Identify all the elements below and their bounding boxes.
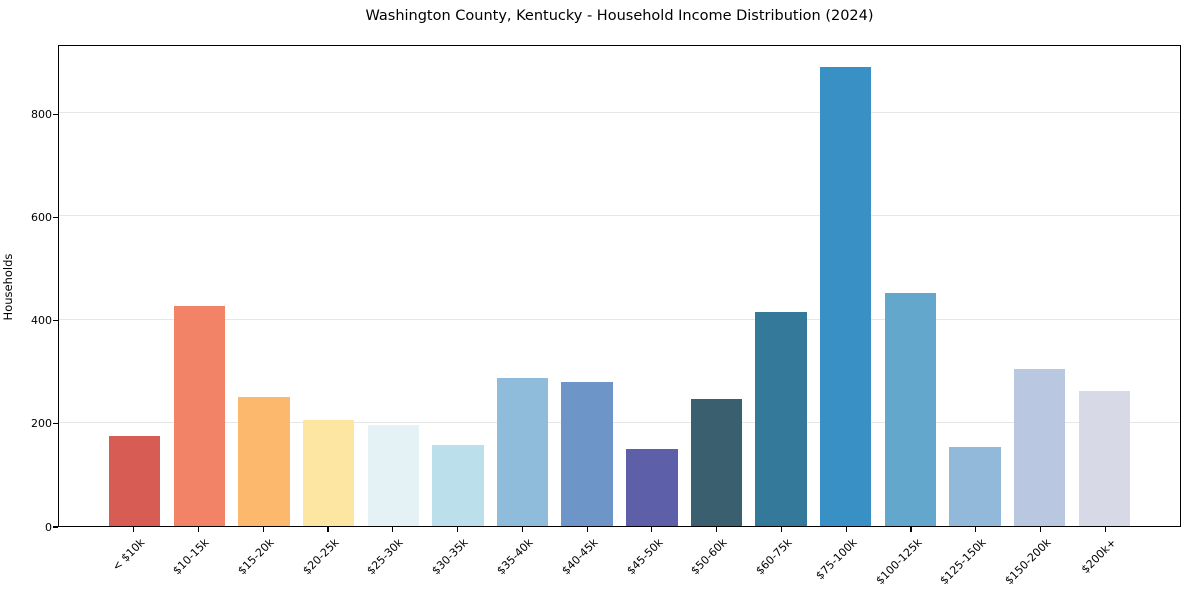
x-tick-label-text: $75-100k	[813, 536, 860, 583]
gridline-600	[59, 215, 1180, 217]
x-tick-label-text: $100-125k	[873, 536, 925, 588]
x-tick-mark	[262, 527, 264, 532]
bar-$200k+	[1078, 391, 1130, 526]
bar-$150-200k	[1013, 368, 1066, 526]
x-tick-mark	[716, 527, 718, 532]
x-tick-label-text: $10-15k	[170, 536, 212, 578]
x-tick-label-text: $20-25k	[299, 536, 342, 578]
bar-$50-60k	[690, 399, 743, 526]
x-tick-label-text: $150-200k	[1002, 536, 1054, 588]
x-tick-label-text: $25-30k	[364, 536, 406, 578]
y-tick-label-200: 200	[31, 417, 52, 431]
x-tick-mark	[651, 527, 653, 532]
x-tick-mark	[392, 527, 394, 532]
x-tick-label-text: $50-60k	[688, 536, 730, 578]
x-tick-mark	[133, 527, 135, 532]
gridline-400	[59, 318, 1180, 320]
x-tick-label-text: $45-50k	[623, 536, 666, 578]
x-tick-mark	[586, 527, 588, 532]
bar-$125-150k	[949, 447, 1001, 526]
bar-$35-40k	[496, 377, 549, 526]
x-tick-label-text: $60-75k	[753, 536, 795, 578]
bar-$10-15k	[173, 306, 226, 526]
y-tick-mark	[53, 319, 58, 322]
gridline-200	[59, 421, 1180, 423]
bar-$25-30k	[367, 424, 419, 526]
x-tick-label-text: $35-40k	[494, 536, 536, 578]
y-tick-label-600: 600	[31, 210, 52, 224]
x-tick-label-text: $200k+	[1078, 536, 1119, 577]
x-tick-mark	[1104, 527, 1106, 532]
y-tick-label-800: 800	[31, 107, 52, 121]
y-tick-mark	[53, 526, 58, 528]
x-tick-label-text: $15-20k	[235, 536, 277, 578]
x-tick-mark	[327, 527, 329, 532]
x-tick-label-text: < $10k	[109, 536, 147, 574]
x-tick-label-text: $30-35k	[429, 536, 471, 578]
bar-$60-75k	[755, 311, 807, 526]
x-axis-ticks: < $10k $10-15k $15-20k $20-25k $25-30k $30-35…	[58, 527, 1181, 587]
x-tick-label-text: $40-45k	[559, 536, 601, 578]
x-tick-mark	[780, 527, 783, 532]
x-tick-mark	[1039, 527, 1042, 532]
x-tick-label-text: $125-150k	[937, 536, 989, 588]
plot-area	[58, 45, 1181, 527]
gridline-800	[59, 112, 1180, 114]
y-tick-label-400: 400	[31, 314, 52, 328]
y-tick-mark	[53, 423, 58, 425]
x-tick-mark	[521, 527, 523, 532]
bar-$15-20k	[238, 396, 290, 526]
bar-$100-125k	[884, 292, 937, 526]
bar-$40-45k	[561, 381, 613, 526]
bar-$30-35k	[432, 445, 484, 526]
x-tick-mark	[845, 527, 847, 532]
x-tick-mark	[456, 527, 459, 532]
bar-series	[59, 46, 1180, 526]
bar-< $10k	[109, 436, 161, 526]
y-tick-mark	[53, 216, 58, 218]
bar-$20-25k	[302, 419, 355, 526]
x-tick-mark	[197, 527, 200, 532]
chart-title: Washington County, Kentucky - Household …	[365, 8, 874, 24]
bar-$75-100k	[820, 66, 872, 526]
x-tick-mark	[910, 527, 912, 532]
x-tick-mark	[975, 527, 977, 532]
y-tick-label-0: 0	[45, 520, 52, 534]
y-tick-mark	[53, 113, 58, 115]
y-axis-ticks: 0 200 400 600 800	[0, 45, 58, 534]
bar-$45-50k	[626, 449, 678, 526]
